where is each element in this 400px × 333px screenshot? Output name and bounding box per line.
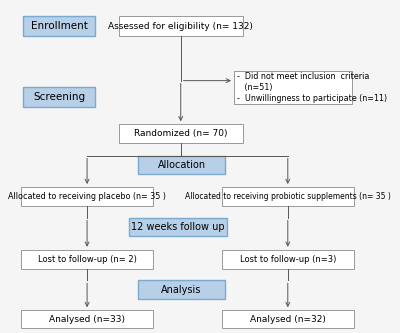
FancyBboxPatch shape — [21, 310, 153, 328]
Text: Lost to follow-up (n= 2): Lost to follow-up (n= 2) — [38, 255, 137, 264]
FancyBboxPatch shape — [234, 71, 352, 104]
FancyBboxPatch shape — [119, 124, 242, 144]
Text: 12 weeks follow up: 12 weeks follow up — [131, 222, 225, 232]
Text: Allocated to receiving probiotic supplements (n= 35 ): Allocated to receiving probiotic supplem… — [185, 192, 391, 201]
FancyBboxPatch shape — [129, 218, 227, 236]
FancyBboxPatch shape — [21, 250, 153, 269]
Text: -  Did not meet inclusion  criteria
   (n=51)
-  Unwillingness to participate (n: - Did not meet inclusion criteria (n=51)… — [237, 72, 387, 103]
FancyBboxPatch shape — [23, 16, 95, 36]
FancyBboxPatch shape — [21, 187, 153, 206]
Text: Assessed for eligibility (n= 132): Assessed for eligibility (n= 132) — [108, 22, 253, 31]
Text: Analysed (n=33): Analysed (n=33) — [49, 315, 125, 324]
FancyBboxPatch shape — [222, 250, 354, 269]
Text: Screening: Screening — [33, 92, 85, 102]
FancyBboxPatch shape — [23, 87, 95, 107]
Text: Randomized (n= 70): Randomized (n= 70) — [134, 129, 228, 138]
Text: Allocated to receiving placebo (n= 35 ): Allocated to receiving placebo (n= 35 ) — [8, 192, 166, 201]
Text: Analysis: Analysis — [162, 284, 202, 294]
FancyBboxPatch shape — [138, 156, 225, 174]
FancyBboxPatch shape — [222, 187, 354, 206]
FancyBboxPatch shape — [138, 280, 225, 299]
FancyBboxPatch shape — [119, 16, 242, 36]
Text: Allocation: Allocation — [158, 160, 206, 170]
Text: Enrollment: Enrollment — [30, 21, 87, 31]
Text: Analysed (n=32): Analysed (n=32) — [250, 315, 326, 324]
Text: Lost to follow-up (n=3): Lost to follow-up (n=3) — [240, 255, 336, 264]
FancyBboxPatch shape — [222, 310, 354, 328]
